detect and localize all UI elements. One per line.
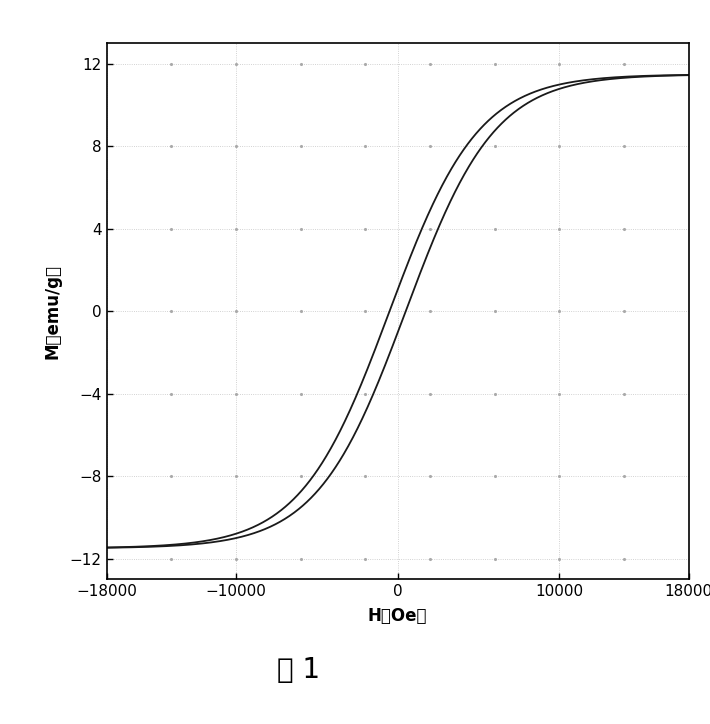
X-axis label: H（Oe）: H（Oe） (368, 607, 427, 626)
Text: 图 1: 图 1 (277, 656, 320, 683)
Y-axis label: M（emu/g）: M（emu/g） (43, 264, 61, 359)
